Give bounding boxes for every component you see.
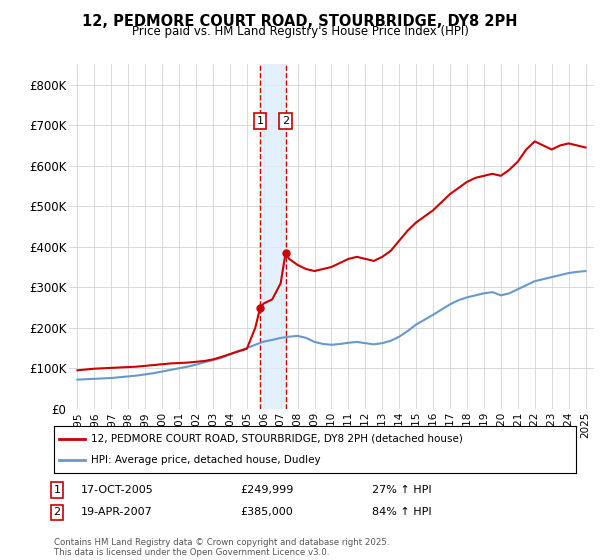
- Text: 1: 1: [257, 116, 264, 126]
- Bar: [260, 64, 286, 409]
- Text: £385,000: £385,000: [240, 507, 293, 517]
- Text: Price paid vs. HM Land Registry's House Price Index (HPI): Price paid vs. HM Land Registry's House …: [131, 25, 469, 38]
- Text: 19-APR-2007: 19-APR-2007: [81, 507, 153, 517]
- Text: 12, PEDMORE COURT ROAD, STOURBRIDGE, DY8 2PH (detached house): 12, PEDMORE COURT ROAD, STOURBRIDGE, DY8…: [91, 434, 463, 444]
- Text: HPI: Average price, detached house, Dudley: HPI: Average price, detached house, Dudl…: [91, 455, 320, 465]
- Text: 27% ↑ HPI: 27% ↑ HPI: [372, 485, 431, 495]
- Text: 84% ↑ HPI: 84% ↑ HPI: [372, 507, 431, 517]
- Text: 12, PEDMORE COURT ROAD, STOURBRIDGE, DY8 2PH: 12, PEDMORE COURT ROAD, STOURBRIDGE, DY8…: [82, 14, 518, 29]
- Text: Contains HM Land Registry data © Crown copyright and database right 2025.
This d: Contains HM Land Registry data © Crown c…: [54, 538, 389, 557]
- Text: 2: 2: [53, 507, 61, 517]
- Text: 17-OCT-2005: 17-OCT-2005: [81, 485, 154, 495]
- Text: 2: 2: [282, 116, 289, 126]
- Text: 1: 1: [53, 485, 61, 495]
- Text: £249,999: £249,999: [240, 485, 293, 495]
